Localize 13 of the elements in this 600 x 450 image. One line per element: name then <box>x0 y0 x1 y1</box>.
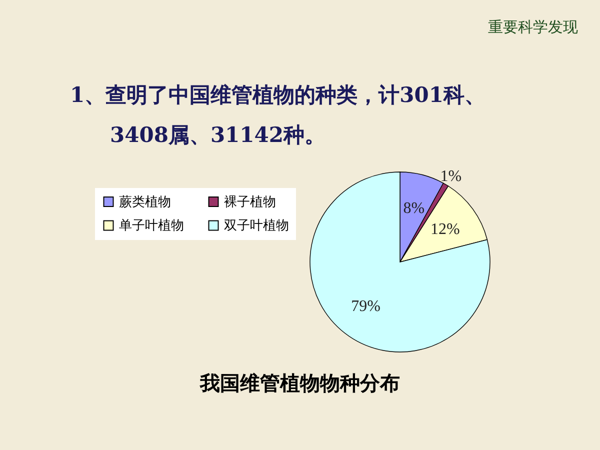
pie-slice <box>310 172 490 352</box>
legend-label: 单子叶植物 <box>119 218 184 234</box>
data-label: 1% <box>440 168 462 185</box>
text: 我国维管植物物种分布 <box>199 371 400 395</box>
text: 3408属、31142种。 <box>110 122 326 147</box>
text: 重要科学发现 <box>488 18 578 36</box>
text: 1、查明了中国维管植物的种类，计301科、 <box>70 82 486 107</box>
legend-label: 裸子植物 <box>224 194 276 210</box>
legend-label: 蕨类植物 <box>119 194 171 210</box>
data-label: 79% <box>351 298 380 316</box>
data-label: 12% <box>430 221 460 238</box>
data-label: 8% <box>403 200 425 217</box>
legend-label: 双子叶植物 <box>224 218 289 234</box>
